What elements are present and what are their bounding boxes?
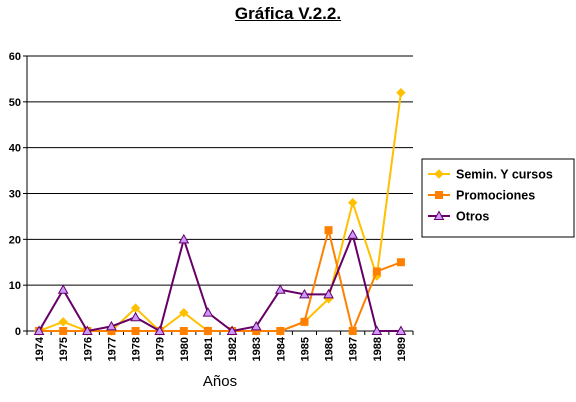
- legend-marker: [435, 191, 443, 199]
- x-tick-label: 1982: [227, 337, 239, 361]
- y-tick-label: 10: [9, 280, 21, 292]
- series-line: [38, 92, 402, 333]
- legend-items: Semin. Y cursos Promociones Otros: [428, 168, 553, 224]
- data-point: [131, 327, 140, 335]
- x-tick-label: 1989: [396, 337, 408, 361]
- data-point: [395, 325, 407, 335]
- x-tick-label: 1984: [275, 336, 287, 361]
- data-point: [348, 327, 357, 335]
- y-tick-label: 50: [9, 97, 21, 109]
- data-point: [347, 229, 359, 239]
- data-point: [57, 284, 69, 294]
- x-tick-labels: 1974 1975 1976 1977 1978 1979 1980 1981 1982 1983…: [34, 336, 408, 361]
- legend-marker: [433, 210, 445, 220]
- y-tick-label: 0: [15, 326, 21, 338]
- x-tick-label: 1976: [82, 337, 94, 361]
- x-tick-label: 1987: [348, 337, 360, 361]
- data-point: [81, 325, 93, 335]
- data-point: [226, 325, 238, 335]
- data-point: [154, 325, 166, 335]
- legend: Semin. Y cursos Promociones Otros: [421, 158, 575, 238]
- data-point: [300, 317, 309, 326]
- data-point: [202, 307, 214, 317]
- series-line: [38, 231, 401, 333]
- x-tick-label: 1981: [203, 337, 215, 361]
- data-point: [323, 288, 334, 299]
- legend-label: Promociones: [456, 189, 535, 203]
- y-tick-label: 20: [9, 234, 21, 246]
- y-tick-label: 30: [9, 189, 21, 201]
- x-tick-label: 1983: [251, 337, 263, 361]
- legend-label: Semin. Y cursos: [456, 168, 553, 182]
- data-point: [396, 87, 406, 98]
- x-tick-label: 1985: [299, 337, 311, 361]
- data-point: [274, 284, 286, 294]
- data-point: [396, 258, 405, 267]
- x-tick-label: 1988: [372, 337, 384, 361]
- data-point: [203, 327, 212, 335]
- legend-item: Promociones: [428, 189, 535, 203]
- x-tick-label: 1974: [34, 336, 46, 361]
- data-point: [347, 197, 358, 208]
- legend-label: Otros: [456, 210, 489, 224]
- legend-item: Otros: [428, 210, 489, 224]
- x-tick-label: 1978: [131, 337, 143, 361]
- data-point: [58, 317, 68, 327]
- data-point: [299, 288, 310, 299]
- data-point: [33, 325, 45, 335]
- y-tick-labels: 0 10 20 30 40 50 60: [9, 51, 21, 338]
- data-point: [106, 320, 117, 331]
- data-point: [250, 320, 262, 331]
- legend-box: [421, 158, 575, 238]
- series-3: [33, 229, 407, 335]
- data-point: [276, 327, 285, 335]
- data-point: [59, 327, 68, 335]
- data-point: [372, 267, 381, 276]
- y-tick-label: 40: [9, 143, 21, 155]
- axes: [23, 55, 414, 335]
- gridlines: [27, 55, 413, 286]
- y-tick-label: 60: [9, 51, 21, 63]
- legend-item: Semin. Y cursos: [428, 168, 553, 182]
- x-tick-label: 1980: [179, 337, 191, 361]
- series-1: [34, 87, 406, 336]
- x-tick-label: 1977: [106, 337, 118, 361]
- series-line: [39, 229, 402, 335]
- series: [33, 87, 407, 336]
- data-point: [179, 307, 189, 318]
- x-axis-title: Años: [203, 373, 237, 390]
- chart-title: Gráfica V.2.2.: [234, 4, 342, 23]
- data-point: [324, 226, 333, 235]
- data-point: [371, 325, 383, 335]
- data-point: [130, 311, 141, 322]
- data-point: [178, 233, 190, 244]
- x-tick-label: 1986: [324, 337, 336, 361]
- data-point: [179, 327, 188, 335]
- legend-marker: [434, 169, 444, 179]
- x-tick-label: 1979: [155, 337, 167, 361]
- x-tick-label: 1975: [58, 337, 70, 361]
